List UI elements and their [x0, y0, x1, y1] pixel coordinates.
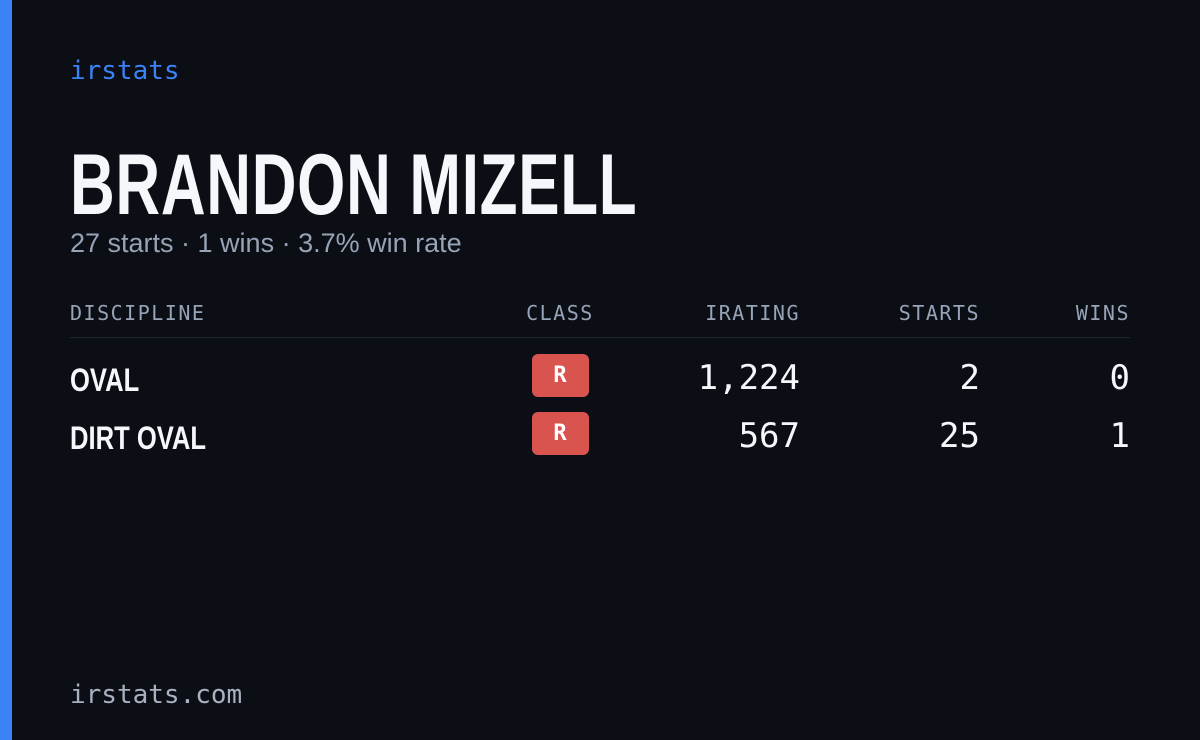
class-badge: R	[531, 412, 589, 455]
column-header: IRATING	[705, 301, 800, 325]
stat-value: 1,224	[697, 358, 800, 398]
column-header: STARTS	[898, 301, 980, 325]
footer: irstats.com	[70, 680, 243, 710]
discipline: OVAL	[70, 362, 140, 398]
stat-value: 567	[738, 416, 800, 456]
column-header: CLASS	[526, 301, 594, 325]
player-name: BRANDON MIZELL	[70, 137, 638, 233]
stat-value: 25	[939, 416, 980, 456]
stat-value: 1	[1109, 416, 1130, 456]
column-header: DISCIPLINE	[70, 301, 206, 325]
header-rule	[70, 337, 1130, 338]
discipline: DIRT OVAL	[70, 420, 207, 456]
column-header: WINS	[1075, 301, 1130, 325]
stat-value: 0	[1109, 358, 1130, 398]
accent-bar	[0, 0, 12, 740]
brand: irstats	[70, 56, 180, 86]
player-summary: 27 starts · 1 wins · 3.7% win rate	[70, 228, 462, 258]
stat-value: 2	[959, 358, 980, 398]
class-badge: R	[531, 354, 589, 397]
